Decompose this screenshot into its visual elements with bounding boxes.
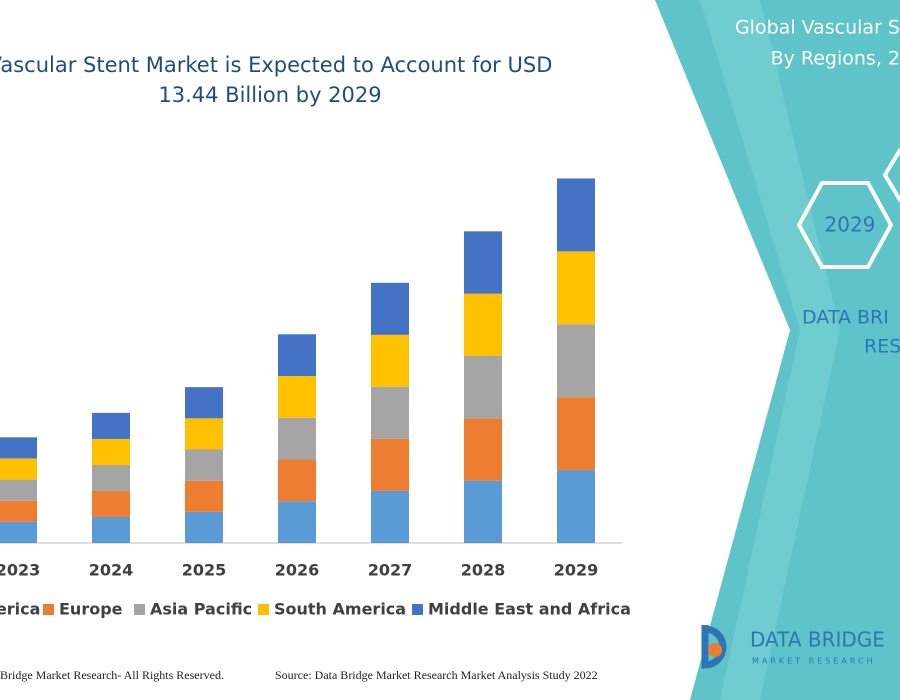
side-brand: RES: [864, 336, 900, 358]
logo: DATA BRIDGE MARKET RESEARCH: [701, 625, 885, 669]
legend-swatch: [134, 604, 145, 615]
source: Source: Data Bridge Market Research Mark…: [275, 668, 598, 682]
hexagon: [882, 148, 900, 202]
x-tick-label: 2027: [368, 561, 413, 580]
hexagon-label: 2029: [825, 213, 876, 237]
bar-segment: [371, 282, 409, 335]
bar-segment: [0, 458, 37, 480]
copyright: Bridge Market Research- All Rights Reser…: [0, 668, 224, 682]
bar-segment: [278, 334, 316, 377]
bar-segment: [185, 387, 223, 419]
legend-swatch: [412, 604, 423, 615]
bar-segment: [464, 418, 502, 481]
bar-segment: [557, 470, 595, 543]
side-stripe: [700, 0, 840, 700]
bar-segment: [278, 417, 316, 460]
bar-segment: [92, 438, 130, 465]
side-heading: By Regions, 2: [771, 48, 900, 70]
x-tick-label: 2024: [89, 561, 134, 580]
legend-label: North America: [0, 600, 40, 619]
bar-segment: [92, 490, 130, 517]
side-panel: [655, 0, 900, 700]
bar-segment: [371, 334, 409, 387]
legend-swatch: [43, 604, 54, 615]
x-tick-label: 2029: [554, 561, 599, 580]
bar-segment: [464, 293, 502, 356]
bar-segment: [464, 231, 502, 294]
bar-segment: [371, 386, 409, 439]
bar-segment: [278, 376, 316, 418]
logo-tagline: MARKET RESEARCH: [752, 657, 876, 666]
bar-segment: [557, 251, 595, 325]
legend-label: South America: [274, 600, 406, 619]
chart-title: 13.44 Billion by 2029: [158, 83, 381, 107]
x-tick-label: 2025: [182, 561, 227, 580]
logo-dot: [708, 643, 722, 657]
bar-segment: [371, 490, 409, 543]
bar-segment: [92, 516, 130, 543]
x-tick-label: 2023: [0, 561, 40, 580]
chart-title: Vascular Stent Market is Expected to Acc…: [0, 53, 552, 77]
bar-segment: [185, 511, 223, 543]
legend-label: Europe: [59, 600, 123, 619]
legend-label: Middle East and Africa: [428, 600, 631, 619]
bar-segment: [92, 412, 130, 439]
bar-segment: [0, 437, 37, 459]
logo-mark: [701, 625, 727, 669]
bar-segment: [0, 479, 37, 501]
bar-segment: [557, 397, 595, 471]
legend-swatch: [258, 604, 269, 615]
bar-segment: [185, 418, 223, 450]
x-tick-label: 2028: [461, 561, 506, 580]
x-tick-label: 2026: [275, 561, 320, 580]
bar-segment: [185, 449, 223, 481]
bar-segment: [557, 324, 595, 398]
bar-segment: [0, 521, 37, 543]
side-brand: DATA BRI: [802, 307, 889, 329]
legend-label: Asia Pacific: [150, 600, 252, 619]
bar-segment: [371, 438, 409, 491]
bar-segment: [278, 459, 316, 502]
side-heading: Global Vascular S: [735, 17, 900, 39]
logo-name: DATA BRIDGE: [750, 628, 885, 652]
bar-segment: [185, 480, 223, 512]
bar-segment: [557, 178, 595, 252]
bar-segment: [464, 480, 502, 543]
bar-segment: [278, 501, 316, 543]
bar-segment: [0, 500, 37, 522]
hexagon: [796, 181, 894, 269]
bar-segment: [92, 464, 130, 491]
bar-segment: [464, 355, 502, 419]
